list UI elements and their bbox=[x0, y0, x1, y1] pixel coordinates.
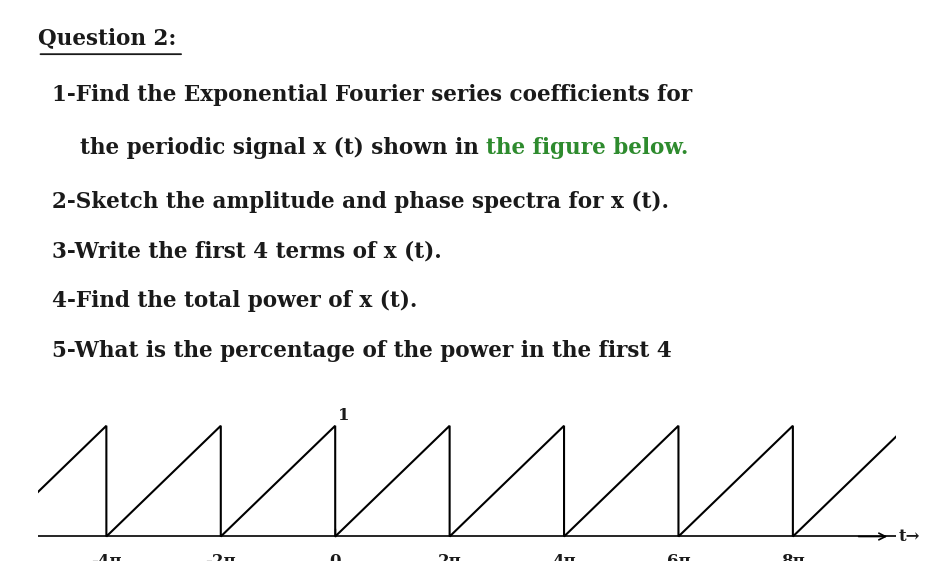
Text: the figure below.: the figure below. bbox=[487, 137, 688, 159]
Text: 3-Write the first 4 terms of x (t).: 3-Write the first 4 terms of x (t). bbox=[52, 240, 441, 263]
Text: 5-What is the percentage of the power in the first 4: 5-What is the percentage of the power in… bbox=[52, 339, 671, 361]
Text: terms?: terms? bbox=[80, 389, 162, 411]
Text: 2-Sketch the amplitude and phase spectra for x (t).: 2-Sketch the amplitude and phase spectra… bbox=[52, 191, 669, 213]
Text: 1: 1 bbox=[339, 407, 350, 424]
Text: 1-Find the Exponential Fourier series coefficients for: 1-Find the Exponential Fourier series co… bbox=[52, 84, 692, 106]
Text: 4-Find the total power of x (t).: 4-Find the total power of x (t). bbox=[52, 290, 417, 312]
Text: t→: t→ bbox=[899, 528, 920, 545]
Text: the periodic signal x (t) shown in: the periodic signal x (t) shown in bbox=[80, 137, 487, 159]
Text: Question 2:: Question 2: bbox=[38, 27, 176, 49]
